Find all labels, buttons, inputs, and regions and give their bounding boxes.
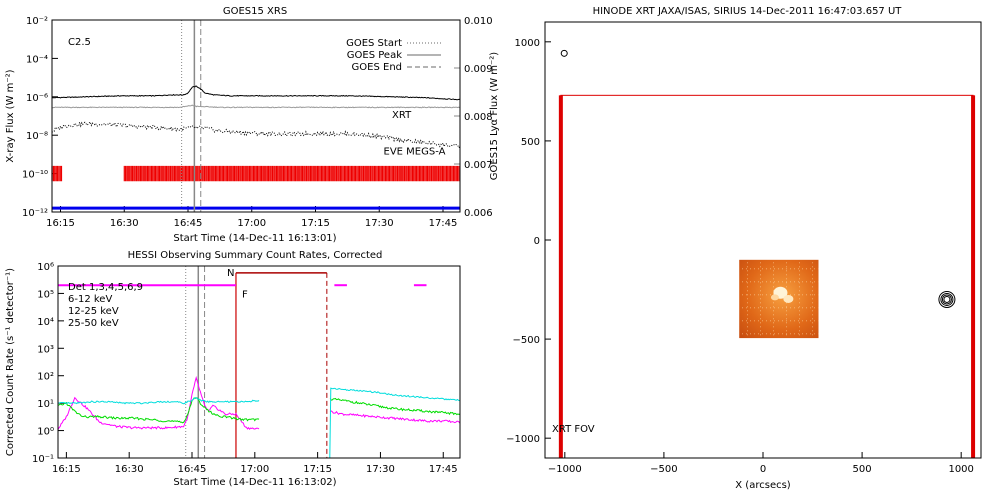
goes-class-label: C2.5 bbox=[68, 37, 91, 48]
hinode-xlabel: X (arcsecs) bbox=[735, 480, 791, 491]
flare-label: F bbox=[242, 289, 248, 300]
goes-y-tick-label: 10⁻⁸ bbox=[26, 131, 48, 142]
source-contour-ring bbox=[938, 290, 956, 308]
hinode-x-tick-label: 1000 bbox=[948, 464, 973, 475]
hinode-y-tick-label: −500 bbox=[513, 335, 540, 346]
hinode-x-tick-label: 500 bbox=[853, 464, 872, 475]
hinode-y-tick-label: 500 bbox=[521, 137, 540, 148]
hessi-x-tick-label: 16:30 bbox=[115, 464, 144, 475]
hinode-y-tick-label: 0 bbox=[534, 236, 540, 247]
goes-y2-tick-label: 0.010 bbox=[464, 16, 493, 27]
goes-y-tick-label: 10⁻¹² bbox=[22, 208, 48, 219]
goes-series-line bbox=[52, 104, 461, 109]
source-contour-ring bbox=[941, 294, 952, 305]
goes-x-tick-label: 17:45 bbox=[429, 218, 458, 229]
goes-plot-frame bbox=[51, 19, 461, 213]
hessi-y-tick-label: 10³ bbox=[37, 344, 54, 355]
xrt-exposure-bar bbox=[123, 165, 460, 182]
hessi-x-tick-label: 16:45 bbox=[178, 464, 207, 475]
goes-x-tick-label: 17:15 bbox=[301, 218, 330, 229]
xrt-fov-label: XRT FOV bbox=[552, 424, 595, 435]
hessi-y-tick-label: 10⁻¹ bbox=[32, 454, 54, 465]
hinode-y-tick-label: −1000 bbox=[506, 434, 540, 445]
hessi-ylabel: Corrected Count Rate (s⁻¹ detector⁻¹) bbox=[5, 268, 16, 456]
hinode-x-tick-label: −500 bbox=[650, 464, 677, 475]
goes-y-tick-label: 10⁻⁴ bbox=[26, 54, 48, 65]
goes-x-tick-label: 17:00 bbox=[237, 218, 266, 229]
hessi-y-tick-label: 10⁵ bbox=[37, 289, 54, 300]
hessi-legend-label: 12-25 keV bbox=[68, 306, 119, 317]
hessi-series-line bbox=[57, 397, 260, 424]
xrt-image bbox=[739, 259, 819, 339]
hessi-series-line bbox=[329, 387, 460, 458]
hessi-plot-frame bbox=[57, 265, 461, 459]
hessi-x-tick-label: 16:15 bbox=[52, 464, 81, 475]
goes-series-line bbox=[51, 85, 461, 101]
xrt-image-grid bbox=[742, 262, 819, 336]
hinode-plot-frame bbox=[544, 21, 982, 459]
hessi-legend-label: Det 1,3,4,5,6,9 bbox=[68, 282, 143, 293]
hessi-x-tick-label: 17:30 bbox=[366, 464, 395, 475]
goes-y2-tick-label: 0.007 bbox=[464, 160, 493, 171]
hinode-y-tick-label: 1000 bbox=[515, 38, 540, 49]
hessi-series-line bbox=[329, 410, 461, 424]
hessi-legend-label: 25-50 keV bbox=[68, 318, 119, 329]
goes-y2label: GOES15 Lyα Flux (W m⁻²) bbox=[489, 52, 500, 180]
goes-x-tick-label: 16:45 bbox=[174, 218, 203, 229]
hessi-y-tick-label: 10⁴ bbox=[37, 317, 54, 328]
goes-y-tick-label: 10⁻² bbox=[26, 16, 48, 27]
goes-ylabel: X-ray Flux (W m⁻²) bbox=[5, 69, 16, 162]
hessi-series-line bbox=[329, 397, 461, 416]
hessi-x-tick-label: 17:15 bbox=[303, 464, 332, 475]
goes-title: GOES15 XRS bbox=[223, 6, 287, 17]
flare-kernel bbox=[783, 294, 794, 303]
night-label: N bbox=[227, 268, 234, 279]
source-contour-ring bbox=[943, 295, 951, 303]
hinode-x-tick-label: −1000 bbox=[548, 464, 582, 475]
source-contour-ring bbox=[940, 292, 954, 306]
hinode-title: HINODE XRT JAXA/ISAS, SIRIUS 14-Dec-2011… bbox=[593, 6, 903, 17]
goes-xlabel: Start Time (14-Dec-11 16:13:01) bbox=[173, 233, 336, 244]
hessi-y-tick-label: 10⁰ bbox=[37, 427, 54, 438]
hessi-y-tick-label: 10² bbox=[37, 372, 54, 383]
hessi-x-tick-label: 17:45 bbox=[429, 464, 458, 475]
goes-series-line bbox=[51, 120, 461, 149]
hessi-x-tick-label: 17:00 bbox=[240, 464, 269, 475]
small-contour-marker bbox=[560, 49, 568, 57]
hessi-xlabel: Start Time (14-Dec-11 16:13:02) bbox=[173, 477, 336, 488]
hessi-y-tick-label: 10⁶ bbox=[37, 262, 54, 273]
hinode-x-tick-label: 0 bbox=[760, 464, 766, 475]
goes-legend-label: GOES Peak bbox=[347, 50, 402, 61]
goes-series-label: EVE MEGS-A bbox=[384, 147, 446, 158]
goes-y-tick-label: 10⁻⁶ bbox=[26, 93, 48, 104]
goes-legend-label: GOES End bbox=[352, 62, 402, 73]
goes-y2-tick-label: 0.006 bbox=[464, 208, 493, 219]
goes-y2-tick-label: 0.008 bbox=[464, 112, 493, 123]
goes-x-tick-label: 17:30 bbox=[365, 218, 394, 229]
goes-panel: GOES15 XRS 16:15 16:30 16:45 17:00 17:15 17:3… bbox=[5, 6, 500, 244]
hessi-y-tick-label: 10¹ bbox=[37, 399, 54, 410]
hinode-panel: HINODE XRT JAXA/ISAS, SIRIUS 14-Dec-2011… bbox=[506, 6, 982, 491]
goes-y2-tick-label: 0.009 bbox=[464, 64, 493, 75]
hessi-legend-label: 6-12 keV bbox=[68, 294, 112, 305]
goes-y-tick-label: 10⁻¹⁰ bbox=[22, 170, 48, 181]
goes-series-label: XRT bbox=[392, 110, 412, 121]
flare-kernel bbox=[770, 294, 779, 301]
xrt-fov-left-edge bbox=[558, 95, 563, 458]
goes-x-tick-label: 16:15 bbox=[46, 218, 75, 229]
hessi-series-line bbox=[57, 375, 260, 430]
goes-legend-label: GOES Start bbox=[346, 38, 402, 49]
hessi-panel: HESSI Observing Summary Count Rates, Cor… bbox=[5, 250, 461, 488]
xrt-fov-right-edge bbox=[971, 95, 976, 458]
goes-x-tick-label: 16:30 bbox=[110, 218, 139, 229]
hessi-series-line bbox=[57, 397, 260, 405]
hessi-title: HESSI Observing Summary Count Rates, Cor… bbox=[128, 250, 383, 261]
